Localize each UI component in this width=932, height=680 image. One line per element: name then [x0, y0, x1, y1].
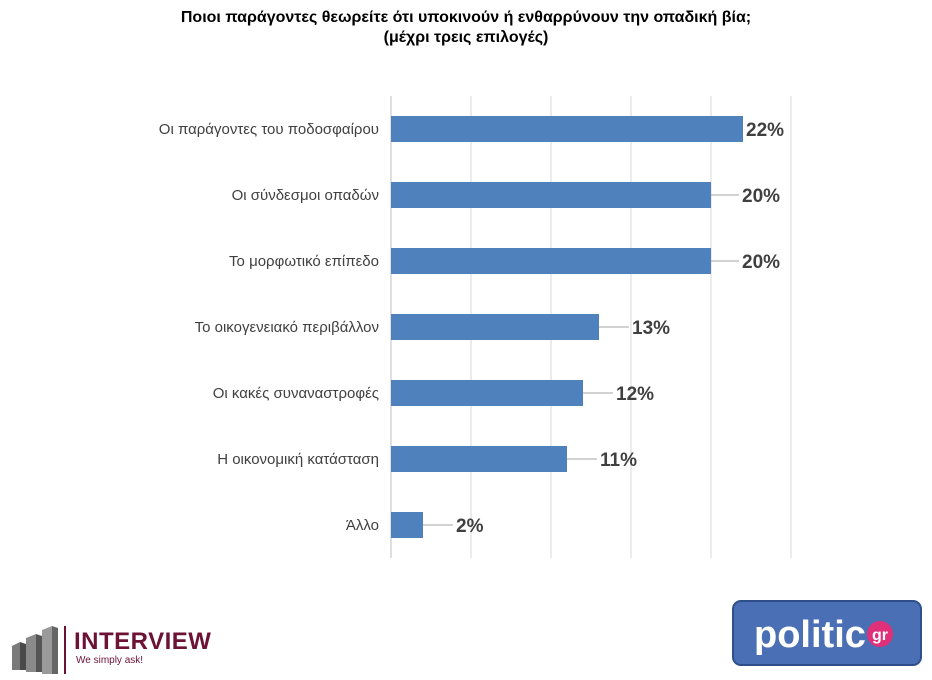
category-label: Άλλο [346, 517, 379, 534]
category-label: Το οικογενειακό περιβάλλον [195, 319, 379, 336]
interview-bars-icon [12, 626, 58, 674]
category-label: Οι παράγοντες του ποδοσφαίρου [159, 121, 379, 138]
data-label: 13% [632, 318, 670, 339]
bar [391, 446, 567, 472]
politic-logo-dot [867, 621, 893, 647]
politic-logo: politic gr [732, 600, 922, 666]
data-label: 20% [742, 252, 780, 273]
interview-logo-name: INTERVIEW [74, 628, 212, 655]
category-label: Οι κακές συναναστροφές [213, 385, 379, 402]
bar [391, 116, 743, 142]
bar-chart: Οι παράγοντες του ποδοσφαίρου 22% Οι σύνδε… [159, 96, 792, 558]
bar [391, 380, 583, 406]
chart-subtitle: (μέχρι τρεις επιλογές) [383, 29, 549, 46]
interview-logo [12, 626, 66, 674]
chart-title-line1: Ποιοι παράγοντες θεωρείτε ότι υποκινούν … [180, 9, 752, 26]
bar [391, 512, 423, 538]
interview-divider [64, 626, 66, 674]
data-label: 22% [746, 120, 784, 141]
data-label: 12% [616, 384, 654, 405]
data-label: 20% [742, 186, 780, 207]
chart-title: Ποιοι παράγοντες θεωρείτε ότι υποκινούν … [0, 8, 932, 48]
bar [391, 314, 599, 340]
data-label: 2% [456, 516, 484, 537]
data-label: 11% [600, 450, 637, 471]
category-label: Η οικονομική κατάσταση [217, 451, 379, 468]
bar [391, 248, 711, 274]
politic-logo-text: politic [754, 614, 866, 656]
interview-logo-tagline: We simply ask! [76, 655, 144, 666]
category-label: Το μορφωτικό επίπεδο [229, 253, 379, 270]
politic-logo-suffix: gr [872, 627, 888, 644]
bar [391, 182, 711, 208]
category-label: Οι σύνδεσμοι οπαδών [232, 187, 379, 204]
